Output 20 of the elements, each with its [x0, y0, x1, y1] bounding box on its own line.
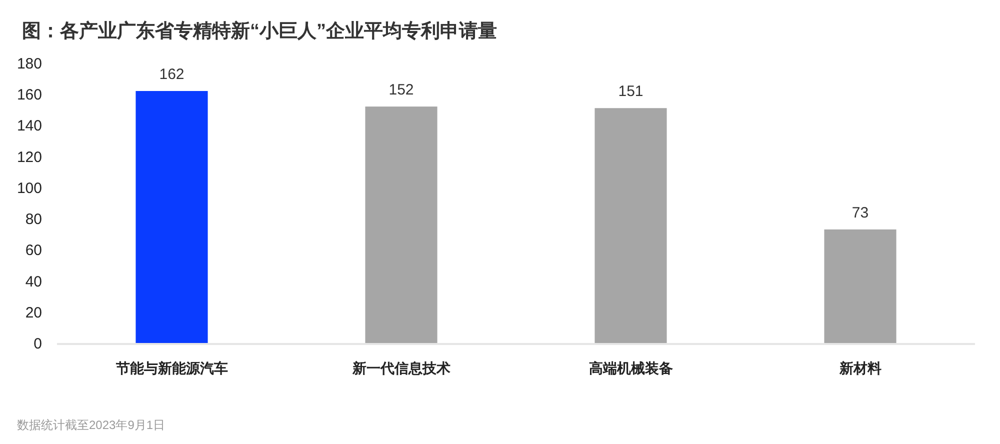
y-tick-label: 20 [25, 304, 42, 322]
y-tick-label: 60 [25, 242, 42, 260]
data-label: 152 [388, 82, 414, 99]
y-tick-label: 100 [16, 180, 42, 197]
x-tick-label: 新一代信息技术 [351, 360, 450, 376]
y-tick-label: 140 [16, 118, 42, 135]
y-tick-label: 0 [34, 336, 42, 352]
x-tick-label: 新材料 [838, 360, 882, 376]
text: 数据统计截至2023年9月1日 [17, 418, 166, 432]
data-label: 151 [618, 83, 644, 100]
y-tick-label: 80 [25, 211, 42, 228]
y-tick-label: 160 [16, 86, 42, 104]
y-tick-label: 40 [25, 273, 42, 290]
chart-title: 图：各产业广东省专精特新“小巨人”企业平均专利申请量 [22, 20, 497, 42]
data-label: 162 [159, 66, 184, 83]
y-tick-label: 180 [16, 56, 42, 72]
y-tick-label: 120 [16, 148, 42, 166]
data-label: 73 [852, 204, 869, 222]
x-tick-label: 高端机械装备 [588, 360, 673, 376]
x-tick-label: 节能与新能源汽车 [114, 360, 228, 376]
